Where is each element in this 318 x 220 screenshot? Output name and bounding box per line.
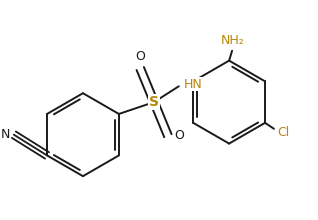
Text: HN: HN: [184, 78, 203, 91]
Text: NH₂: NH₂: [221, 34, 245, 47]
Text: Cl: Cl: [277, 126, 289, 139]
Text: O: O: [135, 50, 145, 63]
Text: N: N: [1, 128, 10, 141]
Text: S: S: [149, 95, 159, 109]
Text: O: O: [174, 129, 184, 142]
